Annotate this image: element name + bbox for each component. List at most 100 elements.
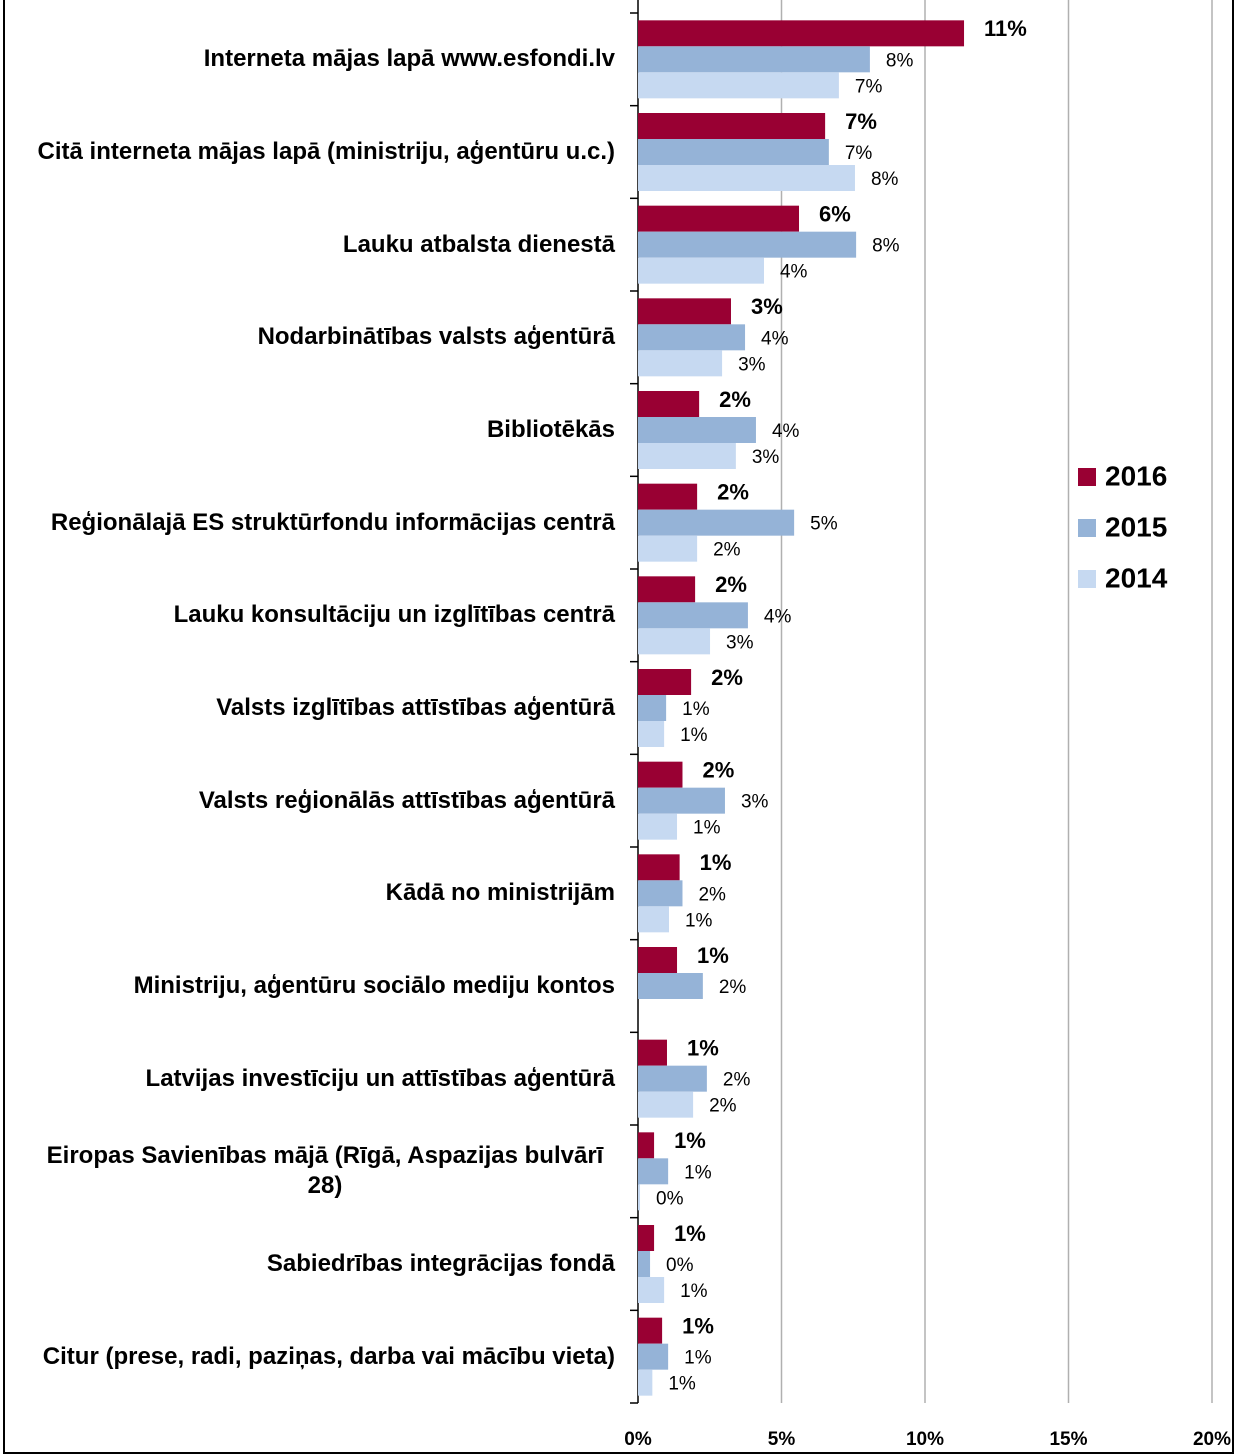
value-label: 8% <box>886 50 914 71</box>
bar <box>638 391 700 417</box>
bar <box>638 1132 655 1159</box>
value-label: 1% <box>684 1162 712 1183</box>
frame <box>3 0 1234 1454</box>
category-label: Reģionālajā ES struktūrfondu informācija… <box>20 476 615 569</box>
category-label: Sabiedrības integrācijas fondā <box>20 1218 615 1311</box>
value-label: 3% <box>741 792 769 813</box>
value-label: 7% <box>845 143 873 164</box>
category-text: Lauku atbalsta dienestā <box>342 230 615 258</box>
bar <box>638 324 746 351</box>
bar <box>638 906 669 933</box>
value-label: 3% <box>726 632 754 653</box>
bar <box>638 1251 651 1277</box>
bar <box>638 973 703 999</box>
category-label: Valsts izglītības attīstības aģentūrā <box>20 662 615 755</box>
bar <box>638 721 665 747</box>
category-text: Kādā no ministrijām <box>385 879 615 907</box>
category-text: Eiropas Savienības mājā (Rīgā, Aspazijas… <box>46 1142 604 1200</box>
value-label: 2% <box>715 572 747 597</box>
value-label: 2% <box>709 1096 737 1117</box>
bar <box>638 761 683 788</box>
bar <box>638 1343 669 1370</box>
value-label: 1% <box>685 910 713 931</box>
bar <box>638 20 965 47</box>
x-tick-label: 10% <box>906 1429 944 1450</box>
value-label: 8% <box>871 169 899 190</box>
bar <box>638 947 678 973</box>
value-label: 2% <box>698 884 726 905</box>
value-label: 3% <box>752 447 780 468</box>
category-label: Citā interneta mājas lapā (ministriju, a… <box>20 106 615 199</box>
bar <box>638 298 731 325</box>
category-label: Kādā no ministrijām <box>20 847 615 940</box>
value-label: 3% <box>738 354 766 375</box>
value-label: 0% <box>656 1188 684 1209</box>
value-label: 1% <box>693 818 721 839</box>
value-label: 2% <box>719 387 751 412</box>
bar <box>638 483 698 510</box>
value-label: 0% <box>666 1255 694 1276</box>
bar <box>638 205 800 232</box>
bar <box>638 1065 707 1092</box>
category-label: Interneta mājas lapā www.esfondi.lv <box>20 13 615 106</box>
bar <box>638 669 692 695</box>
value-label: 3% <box>751 294 783 319</box>
bar <box>638 1158 669 1185</box>
bar <box>638 1277 665 1303</box>
value-label: 1% <box>674 1128 706 1153</box>
category-text: Reģionālajā ES struktūrfondu informācija… <box>50 508 615 536</box>
value-label: 2% <box>719 977 747 998</box>
category-text: Citur (prese, radi, paziņas, darba vai m… <box>42 1342 615 1370</box>
category-text: Sabiedrības integrācijas fondā <box>266 1249 615 1277</box>
value-label: 1% <box>680 1281 708 1302</box>
value-label: 1% <box>674 1221 706 1246</box>
category-text: Latvijas investīciju un attīstības aģent… <box>145 1064 615 1092</box>
category-label: Valsts reģionālās attīstības aģentūrā <box>20 754 615 847</box>
value-label: 1% <box>682 699 710 720</box>
value-label: 5% <box>810 514 838 535</box>
value-label: 1% <box>668 1374 696 1395</box>
category-label: Bibliotēkās <box>20 384 615 477</box>
value-label: 1% <box>687 1035 719 1060</box>
bar <box>638 443 736 469</box>
legend-swatch <box>1078 570 1096 588</box>
bar <box>638 1369 653 1396</box>
bar <box>638 1039 667 1066</box>
value-label: 2% <box>713 540 741 561</box>
bar <box>638 695 667 721</box>
bar <box>638 1317 663 1344</box>
value-label: 2% <box>723 1070 751 1091</box>
bar <box>638 165 855 191</box>
bar <box>638 72 839 99</box>
category-text: Valsts reģionālās attīstības aģentūrā <box>198 786 615 814</box>
category-text: Bibliotēkās <box>486 415 615 443</box>
bar <box>638 602 748 629</box>
category-text: Lauku konsultāciju un izglītības centrā <box>173 601 615 629</box>
x-tick-label: 0% <box>624 1429 652 1450</box>
legend-label: 2015 <box>1105 511 1167 542</box>
category-label: Eiropas Savienības mājā (Rīgā, Aspazijas… <box>20 1125 615 1218</box>
category-label: Citur (prese, radi, paziņas, darba vai m… <box>20 1310 615 1403</box>
value-label: 1% <box>680 725 708 746</box>
legend-swatch <box>1078 468 1096 486</box>
value-label: 2% <box>702 757 734 782</box>
category-label: Lauku konsultāciju un izglītības centrā <box>20 569 615 662</box>
bar <box>638 576 696 603</box>
value-label: 1% <box>700 850 732 875</box>
bar <box>638 1091 694 1118</box>
category-text: Ministriju, aģentūru sociālo mediju kont… <box>133 971 615 999</box>
bar <box>638 417 756 443</box>
bar <box>638 509 795 536</box>
bar <box>638 1184 641 1211</box>
value-label: 8% <box>872 236 900 257</box>
bar <box>638 787 725 814</box>
x-tick-label: 20% <box>1193 1429 1231 1450</box>
bar <box>638 231 857 258</box>
value-label: 1% <box>684 1348 712 1369</box>
category-text: Nodarbinātības valsts aģentūrā <box>257 323 615 351</box>
bar <box>638 880 683 907</box>
value-label: 1% <box>682 1313 714 1338</box>
bar <box>638 854 680 881</box>
category-text: Interneta mājas lapā www.esfondi.lv <box>203 45 615 73</box>
